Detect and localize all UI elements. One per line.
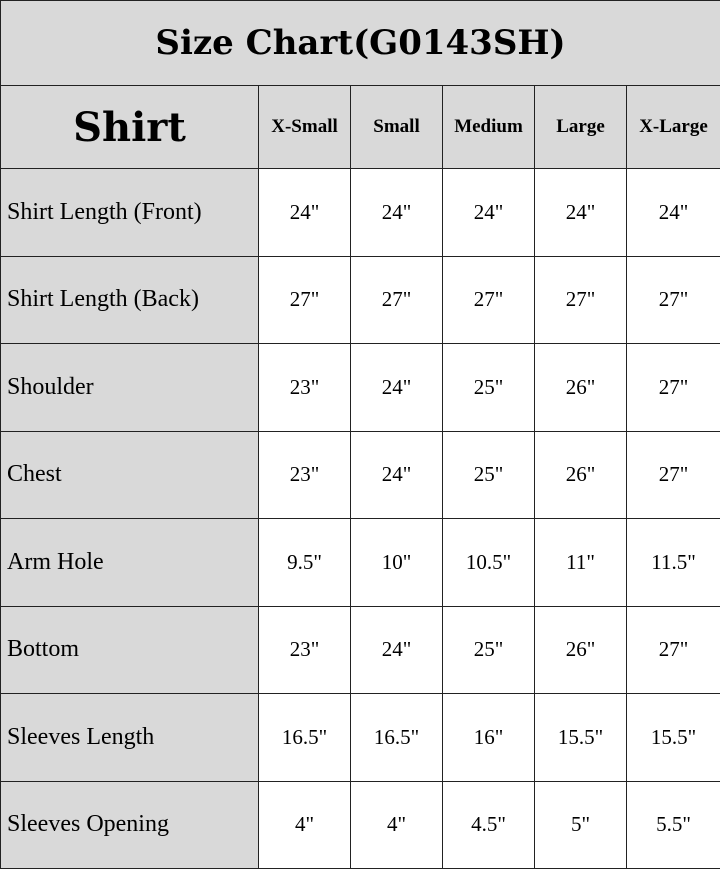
table-row: Bottom 23" 24" 25" 26" 27" — [0, 605, 720, 694]
header-shirt-label: Shirt — [0, 85, 259, 169]
measurement-value: 9.5" — [258, 518, 351, 607]
measurement-label: Sleeves Opening — [0, 780, 259, 869]
measurement-value: 27" — [442, 255, 535, 344]
header-size: X-Large — [625, 85, 720, 169]
measurement-value: 24" — [442, 168, 535, 257]
measurement-value: 11.5" — [625, 518, 720, 607]
measurement-value: 24" — [350, 168, 443, 257]
measurement-value: 27" — [534, 255, 627, 344]
measurement-value: 23" — [258, 605, 351, 694]
measurement-value: 24" — [534, 168, 627, 257]
measurement-value: 10.5" — [442, 518, 535, 607]
measurement-value: 27" — [258, 255, 351, 344]
measurement-value: 24" — [350, 343, 443, 432]
measurement-value: 24" — [258, 168, 351, 257]
header-size: Medium — [442, 85, 535, 169]
measurement-value: 15.5" — [534, 693, 627, 782]
header-row: Shirt X-Small Small Medium Large X-Large — [0, 85, 720, 169]
measurement-value: 16.5" — [258, 693, 351, 782]
measurement-value: 25" — [442, 605, 535, 694]
measurement-value: 27" — [625, 343, 720, 432]
measurement-value: 23" — [258, 430, 351, 519]
measurement-value: 15.5" — [625, 693, 720, 782]
measurement-value: 26" — [534, 605, 627, 694]
measurement-value: 27" — [350, 255, 443, 344]
measurement-label: Arm Hole — [0, 518, 259, 607]
measurement-value: 11" — [534, 518, 627, 607]
table-row: Sleeves Length 16.5" 16.5" 16" 15.5" 15.5" — [0, 693, 720, 782]
measurement-label: Chest — [0, 430, 259, 519]
measurement-value: 10" — [350, 518, 443, 607]
measurement-label: Bottom — [0, 605, 259, 694]
measurement-label: Sleeves Length — [0, 693, 259, 782]
measurement-value: 4.5" — [442, 780, 535, 869]
measurement-value: 25" — [442, 343, 535, 432]
measurement-value: 24" — [350, 430, 443, 519]
measurement-value: 26" — [534, 343, 627, 432]
measurement-label: Shoulder — [0, 343, 259, 432]
header-size: Small — [350, 85, 443, 169]
header-size: Large — [534, 85, 627, 169]
table-row: Shirt Length (Front) 24" 24" 24" 24" 24" — [0, 168, 720, 257]
table-row: Sleeves Opening 4" 4" 4.5" 5" 5.5" — [0, 780, 720, 869]
table-row: Arm Hole 9.5" 10" 10.5" 11" 11.5" — [0, 518, 720, 607]
measurement-value: 25" — [442, 430, 535, 519]
table-row: Shoulder 23" 24" 25" 26" 27" — [0, 343, 720, 432]
header-size: X-Small — [258, 85, 351, 169]
measurement-label: Shirt Length (Back) — [0, 255, 259, 344]
measurement-value: 16.5" — [350, 693, 443, 782]
measurement-label: Shirt Length (Front) — [0, 168, 259, 257]
measurement-value: 5" — [534, 780, 627, 869]
measurement-value: 23" — [258, 343, 351, 432]
measurement-value: 27" — [625, 430, 720, 519]
measurement-value: 27" — [625, 605, 720, 694]
measurement-value: 26" — [534, 430, 627, 519]
table-row: Shirt Length (Back) 27" 27" 27" 27" 27" — [0, 255, 720, 344]
measurement-value: 4" — [350, 780, 443, 869]
measurement-value: 24" — [350, 605, 443, 694]
measurement-value: 5.5" — [625, 780, 720, 869]
measurement-value: 16" — [442, 693, 535, 782]
measurement-value: 24" — [625, 168, 720, 257]
table-row: Chest 23" 24" 25" 26" 27" — [0, 430, 720, 519]
measurement-value: 4" — [258, 780, 351, 869]
measurement-value: 27" — [625, 255, 720, 344]
chart-title: Size Chart(G0143SH) — [0, 0, 720, 86]
